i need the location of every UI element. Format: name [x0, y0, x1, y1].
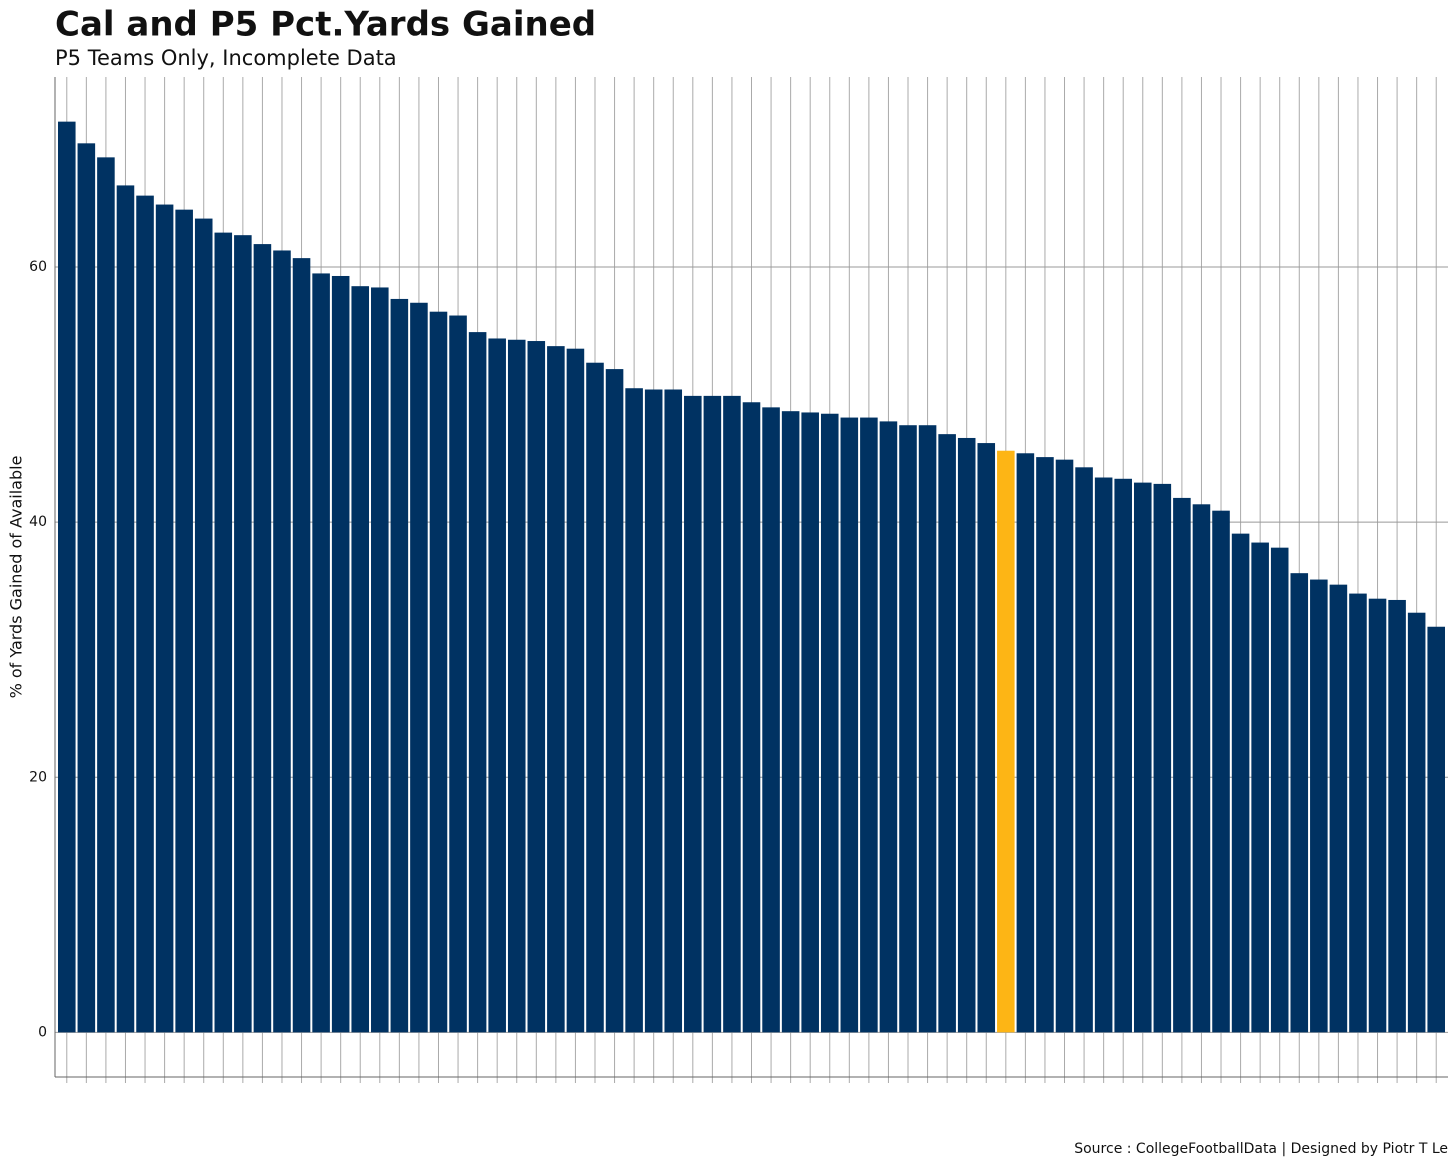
bar [429, 311, 448, 1033]
bar [1133, 482, 1152, 1033]
bar [468, 332, 487, 1033]
bar [840, 417, 859, 1033]
bar [312, 273, 330, 1033]
bar [527, 341, 546, 1033]
bar [997, 450, 1015, 1033]
bar [1094, 477, 1113, 1033]
bar [351, 286, 370, 1033]
bar [547, 346, 565, 1033]
bar [723, 395, 741, 1033]
bar [664, 389, 683, 1033]
bar [1173, 497, 1191, 1033]
bar [155, 204, 174, 1033]
bar [371, 287, 389, 1033]
bar [1075, 467, 1093, 1033]
bar [801, 412, 819, 1033]
bar [1192, 504, 1211, 1033]
bar [410, 302, 428, 1033]
caption: Source : CollegeFootballData | Designed … [1074, 1141, 1448, 1157]
bar [58, 121, 76, 1033]
y-tick-label: 40 [29, 514, 47, 530]
bar [116, 185, 135, 1033]
bar [175, 209, 193, 1033]
bar [879, 421, 898, 1033]
bar [684, 395, 702, 1033]
bar [1055, 459, 1074, 1033]
bar [214, 232, 233, 1033]
bar [1407, 612, 1426, 1033]
bar [1388, 599, 1406, 1033]
bar [136, 195, 154, 1033]
y-tick-label: 0 [38, 1024, 47, 1040]
bar [1251, 542, 1269, 1033]
bar [781, 411, 800, 1033]
bar [957, 437, 976, 1033]
bar [703, 395, 722, 1033]
bar [820, 413, 839, 1033]
bar [977, 443, 996, 1033]
bar [390, 298, 409, 1033]
bar [762, 407, 780, 1033]
bar [234, 235, 252, 1033]
bar [625, 388, 643, 1033]
bar [77, 143, 96, 1033]
bar [742, 402, 761, 1033]
bar [253, 244, 272, 1033]
bar [1153, 483, 1172, 1033]
chart-subtitle: P5 Teams Only, Incomplete Data [55, 46, 397, 70]
y-tick-label: 20 [29, 769, 47, 785]
bar [449, 315, 467, 1033]
bar [1349, 593, 1367, 1033]
bar [1329, 584, 1348, 1033]
bar [1016, 453, 1035, 1033]
bar [507, 339, 526, 1033]
bar [273, 250, 291, 1033]
bar [1368, 598, 1387, 1033]
bar [605, 369, 624, 1033]
bar [292, 258, 311, 1033]
bar [1036, 457, 1054, 1033]
bar [899, 425, 917, 1033]
bar [1114, 478, 1132, 1033]
bar [860, 417, 878, 1033]
bar [1212, 510, 1230, 1033]
bar [938, 434, 956, 1033]
bar [331, 275, 350, 1033]
bar [1427, 626, 1445, 1033]
bar [918, 425, 937, 1033]
bar [194, 218, 213, 1033]
y-tick-label: 60 [29, 259, 47, 275]
bar [1231, 533, 1250, 1033]
bar [97, 157, 115, 1033]
bar [1270, 547, 1289, 1033]
bar [488, 338, 506, 1033]
bar [644, 389, 663, 1033]
y-axis-label: % of Yards Gained of Available [7, 456, 26, 699]
chart-title: Cal and P5 Pct.Yards Gained [55, 5, 596, 45]
bar [1310, 579, 1328, 1033]
bar [566, 348, 585, 1033]
bar [1290, 573, 1309, 1033]
bar [586, 362, 604, 1033]
